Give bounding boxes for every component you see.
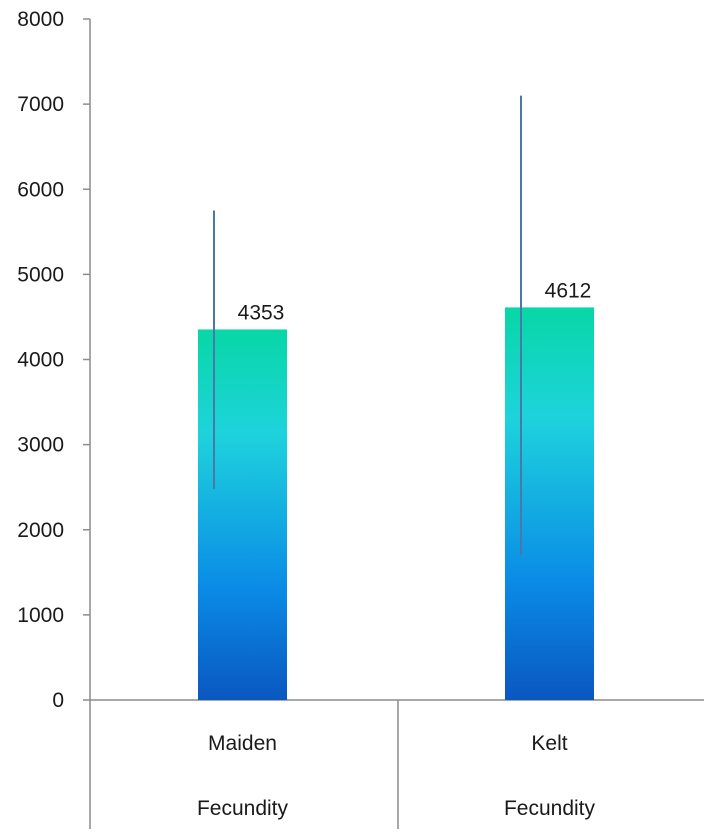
data-label: 4612	[545, 279, 592, 302]
category-label: Maiden	[208, 732, 277, 755]
category-label: Kelt	[531, 732, 567, 755]
error-bars	[213, 95, 522, 556]
bar	[505, 307, 594, 700]
labels: 0 1000 2000 3000 4000 5000 6000 7000 8000 4353 Mai…	[17, 8, 595, 820]
bar	[198, 329, 287, 700]
y-tick-label: 4000	[17, 349, 64, 372]
y-tick-label: 5000	[17, 263, 64, 286]
y-tick-label: 6000	[17, 178, 64, 201]
bars	[198, 307, 594, 700]
y-tick-label: 3000	[17, 434, 64, 457]
y-tick-label: 8000	[17, 8, 64, 31]
category-group-label: Fecundity	[504, 797, 596, 820]
axes	[83, 18, 704, 829]
category-group-label: Fecundity	[197, 797, 289, 820]
y-tick-label: 7000	[17, 93, 64, 116]
y-tick-label: 0	[52, 689, 64, 712]
y-tick-label: 2000	[17, 519, 64, 542]
data-label: 4353	[238, 301, 285, 324]
y-tick-label: 1000	[17, 604, 64, 627]
